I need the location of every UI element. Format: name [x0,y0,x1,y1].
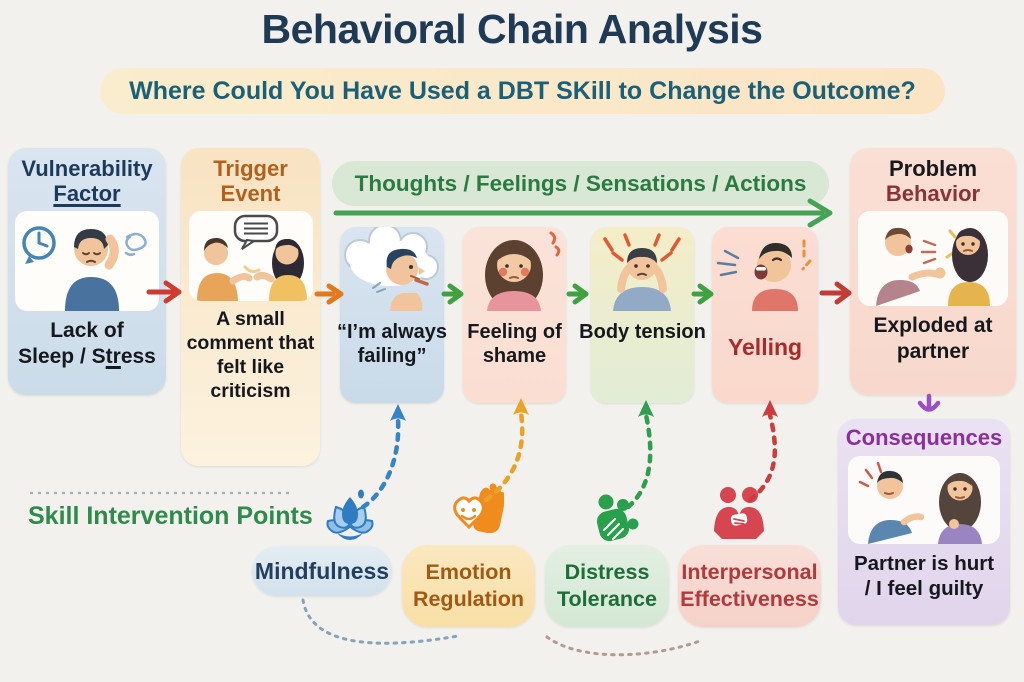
tension-step-box: Body tension [579,227,706,403]
yelling-step-box: Yelling [712,227,818,403]
lotus-icon [324,489,376,541]
thought-step-box: “I’m always failing” [337,227,447,403]
tired-man-with-clock-illustration [15,211,159,312]
blushing-ashamed-woman-illustration [463,227,566,311]
vulnerability-caption: Lack of Sleep / Stress [18,319,156,368]
thoughts-feelings-banner: Thoughts / Feelings / Sensations / Actio… [332,161,829,206]
hurt-couple-illustration [848,455,1000,544]
calm-hand-icon [589,491,641,547]
handshake-people-icon [712,485,766,541]
vulnerability-factor-title: Vulnerability Factor [21,156,153,206]
shame-step-caption: Feeling of shame [467,321,562,368]
subtitle-banner: Where Could You Have Used a DBT SKill to… [100,68,945,114]
problem-caption: Exploded at partner [873,314,993,363]
skill-pill-emotion-regulation: Emotion Regulation [402,545,535,627]
trigger-caption: A small comment that felt like criticism [186,308,315,402]
thought-step-caption: “I’m always failing” [336,321,448,368]
trigger-event-box: Trigger Event A small comment that [181,148,320,466]
consequences-box: Consequences [838,419,1010,625]
skill-pill-distress-tolerance: Distress Tolerance [545,545,669,627]
tense-man-hands-on-head-illustration [591,227,694,311]
heart-smile-hand-icon [446,481,504,539]
consequences-title: Consequences [845,425,1003,450]
man-with-thought-cloud-illustration [340,227,444,311]
skill-pill-mindfulness: Mindfulness [252,546,392,596]
trigger-event-title: Trigger Event [213,156,288,206]
couple-talking-speech-bubble-illustration [188,211,313,302]
page-title: Behavioral Chain Analysis [261,6,763,52]
consequences-caption: Partner is hurt / I feel guilty [853,551,995,600]
yelling-man-illustration [712,227,818,311]
problem-behavior-title: Problem Behavior [885,156,981,206]
tension-step-caption: Body tension [579,321,706,343]
yelling-step-caption: Yelling [727,334,803,360]
problem-behavior-box: Problem Behavior [850,148,1016,395]
vulnerability-factor-box: Vulnerability Factor Lack of Sleep / Str… [8,148,166,395]
skills-header: Skill Intervention Points [28,502,313,530]
skill-pill-interpersonal-effectiveness: Interpersonal Effectiveness [678,545,821,627]
arguing-couple-illustration [858,211,1008,307]
shame-step-box: Feeling of shame [463,227,566,403]
